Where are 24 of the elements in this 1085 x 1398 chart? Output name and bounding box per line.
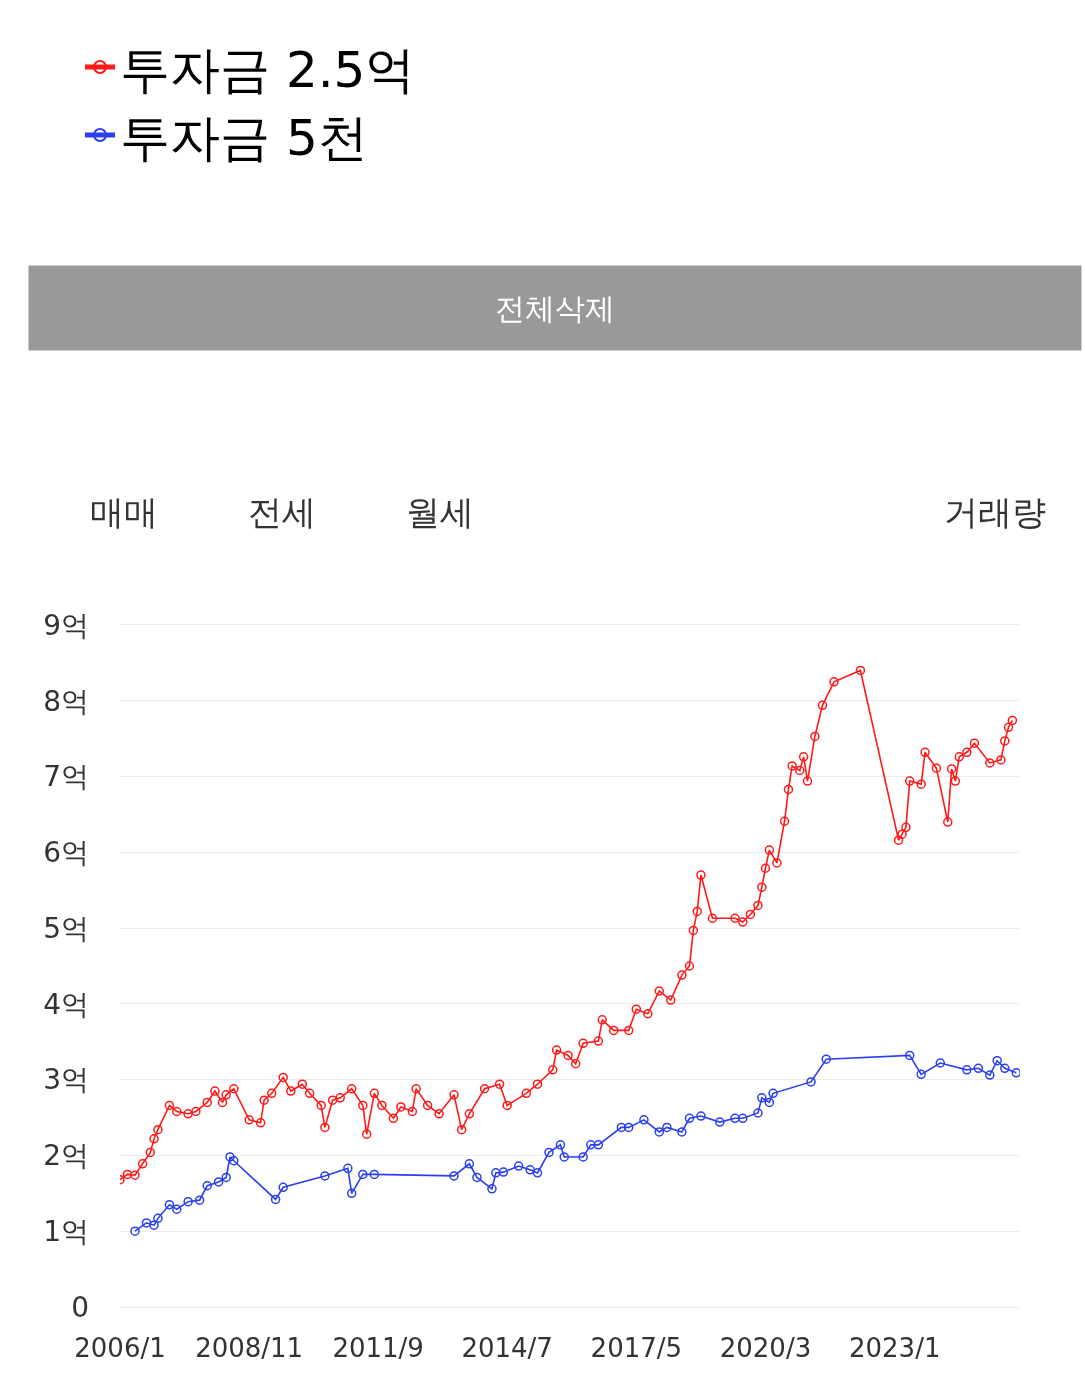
y-tick-label: 5억 [43,911,89,945]
text: 월세 [406,492,474,532]
y-tick-label: 0 [71,1290,89,1324]
x-tick-label: 2011/9 [332,1333,424,1364]
y-tick-label: 9억 [43,608,89,642]
legend-label: 투자금 2.5억 [120,40,416,99]
legend-label: 투자금 5천 [120,108,368,167]
y-tick-label: 4억 [43,987,89,1021]
x-tick-label: 2008/11 [195,1333,304,1364]
x-tick-label: 2014/7 [461,1333,553,1364]
text: 매매 [90,492,158,532]
y-tick-label: 8억 [43,684,89,718]
y-tick-label: 7억 [43,760,89,794]
text: 전체삭제 [495,290,615,326]
text: 거래량 [944,492,1046,532]
y-tick-label: 6억 [43,836,89,870]
x-tick-label: 2006/1 [74,1333,166,1364]
x-tick-label: 2023/1 [848,1333,941,1364]
x-tick-label: 2017/5 [590,1333,683,1364]
x-tick-label: 2020/3 [719,1333,812,1364]
text: 전세 [248,492,316,532]
y-tick-label: 1억 [43,1215,89,1249]
y-tick-label: 3억 [43,1063,89,1097]
y-tick-label: 2억 [43,1139,89,1173]
